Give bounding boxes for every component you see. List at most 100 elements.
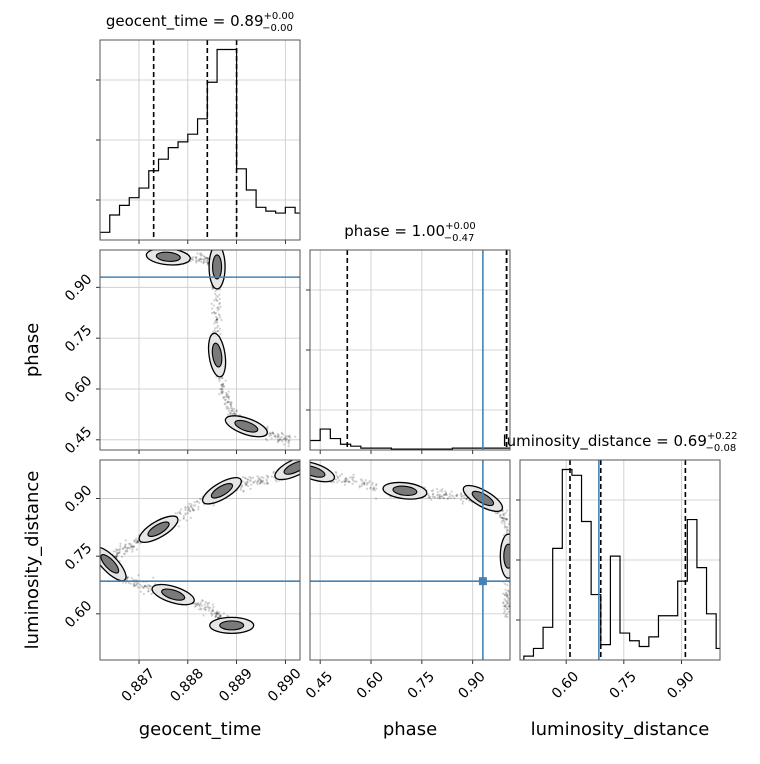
scatter-point bbox=[193, 509, 196, 512]
contour-inner bbox=[100, 554, 120, 574]
scatter-point bbox=[428, 496, 431, 499]
scatter-point bbox=[280, 431, 284, 434]
scatter-point bbox=[505, 518, 508, 521]
scatter-point bbox=[366, 483, 369, 486]
scatter-point bbox=[208, 601, 211, 604]
scatter-point bbox=[231, 409, 234, 412]
scatter-point bbox=[190, 503, 193, 506]
scatter-point bbox=[255, 481, 259, 484]
scatter-point bbox=[195, 602, 198, 605]
scatter-point bbox=[132, 545, 135, 548]
scatter-point bbox=[194, 256, 197, 259]
scatter-point bbox=[373, 489, 376, 492]
scatter-point bbox=[271, 431, 274, 434]
scatter-point bbox=[287, 435, 290, 438]
scatter-point bbox=[450, 494, 453, 497]
title-geocent_time: geocent_time = 0.89+0.00 −0.00 bbox=[106, 11, 294, 34]
scatter-point bbox=[192, 508, 195, 512]
scatter-point bbox=[505, 593, 509, 596]
scatter-point bbox=[440, 495, 443, 498]
scatter-point bbox=[123, 545, 126, 549]
scatter-point bbox=[369, 486, 372, 489]
scatter-point bbox=[268, 432, 272, 435]
scatter-point bbox=[198, 252, 202, 256]
scatter-point bbox=[215, 318, 219, 321]
scatter-point bbox=[199, 258, 203, 261]
scatter-point bbox=[268, 434, 271, 438]
scatter-point bbox=[139, 586, 142, 589]
scatter-point bbox=[336, 481, 339, 484]
scatter-point bbox=[494, 511, 497, 515]
scatter-point bbox=[184, 507, 187, 510]
scatter-point bbox=[461, 500, 465, 503]
scatter-point bbox=[504, 615, 507, 618]
scatter-point bbox=[261, 481, 264, 484]
scatter-point bbox=[446, 497, 450, 500]
scatter-point bbox=[147, 590, 150, 593]
scatter-point bbox=[504, 511, 507, 515]
scatter-point bbox=[207, 605, 210, 609]
scatter-point bbox=[431, 489, 435, 492]
scatter-point bbox=[215, 612, 218, 615]
scatter-point bbox=[202, 258, 206, 261]
scatter-point bbox=[231, 413, 234, 416]
scatter-point bbox=[338, 474, 342, 477]
scatter-point bbox=[270, 475, 273, 478]
histogram-step-luminosity_distance bbox=[523, 468, 720, 660]
scatter-point bbox=[215, 610, 219, 613]
scatter-point bbox=[138, 583, 142, 586]
scatter-point bbox=[270, 437, 273, 440]
scatter-point bbox=[215, 318, 219, 321]
scatter-point bbox=[211, 608, 215, 611]
scatter-point bbox=[276, 433, 279, 436]
scatter-point bbox=[271, 432, 275, 435]
scatter-point bbox=[122, 552, 126, 555]
scatter-point bbox=[455, 494, 458, 497]
scatter-point bbox=[182, 516, 185, 520]
scatter-point bbox=[502, 513, 505, 516]
scatter-point bbox=[195, 256, 198, 259]
scatter-point bbox=[145, 585, 149, 588]
scatter-point bbox=[375, 484, 378, 487]
scatter-point bbox=[272, 432, 275, 436]
scatter-point bbox=[503, 608, 506, 611]
scatter-point bbox=[146, 586, 149, 589]
scatter-point bbox=[288, 439, 291, 442]
scatter-point bbox=[438, 495, 442, 499]
scatter-point bbox=[215, 330, 218, 333]
scatter-point bbox=[344, 479, 347, 482]
contour-inner bbox=[211, 342, 223, 368]
scatter-point bbox=[438, 494, 441, 498]
scatter-point bbox=[505, 528, 509, 531]
scatter-point bbox=[129, 544, 132, 548]
scatter-point bbox=[355, 480, 358, 483]
scatter-point bbox=[503, 520, 506, 523]
scatter-point bbox=[246, 481, 249, 484]
scatter-point bbox=[235, 409, 238, 413]
scatter-point bbox=[272, 470, 276, 473]
scatter-point bbox=[436, 496, 440, 499]
scatter-point bbox=[360, 478, 363, 481]
scatter-point bbox=[194, 260, 198, 263]
scatter-point bbox=[246, 478, 250, 481]
scatter-point bbox=[504, 610, 507, 613]
scatter-point bbox=[206, 262, 209, 266]
scatter-point bbox=[287, 445, 290, 448]
scatter-point bbox=[246, 481, 249, 484]
scatter-point bbox=[225, 395, 228, 399]
scatter-point bbox=[248, 475, 251, 479]
scatter-point bbox=[445, 493, 448, 497]
scatter-point bbox=[498, 516, 502, 519]
histogram-panel-luminosity_distance: luminosity_distance = 0.69+0.22 −0.080.60… bbox=[502, 431, 737, 740]
scatter-point bbox=[184, 505, 187, 509]
contour-group-phase_vs_geocent_time bbox=[145, 250, 268, 438]
scatter-point bbox=[226, 401, 229, 404]
scatter-point bbox=[371, 481, 374, 484]
scatter-point bbox=[219, 615, 222, 618]
scatter-point bbox=[135, 582, 138, 585]
title-phase: phase = 1.00+0.00 −0.47 bbox=[344, 221, 475, 244]
scatter-point bbox=[227, 409, 230, 412]
scatter-point bbox=[468, 499, 471, 502]
